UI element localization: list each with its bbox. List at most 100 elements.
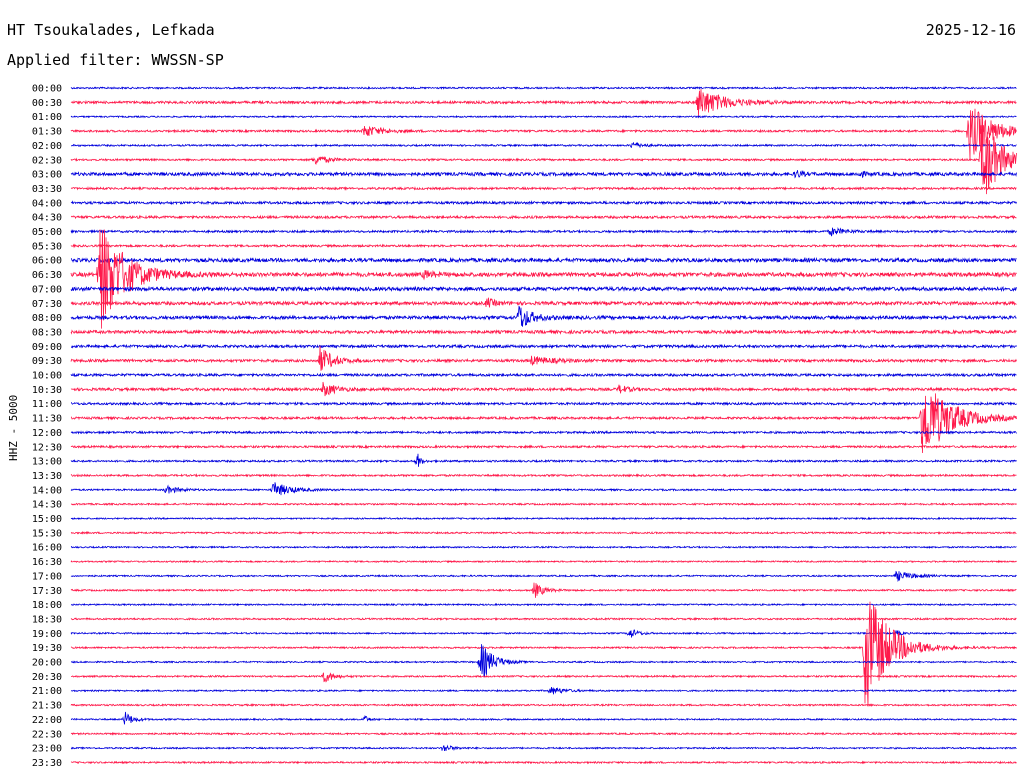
row-time-label: 15:00 [32, 514, 62, 525]
row-time-label: 18:30 [32, 614, 62, 625]
trace-row-0830 [70, 328, 1017, 335]
row-time-label: 09:00 [32, 342, 62, 353]
trace-row-2130 [70, 703, 1017, 707]
row-time-label: 16:00 [32, 543, 62, 554]
date-label: 2025-12-16 [925, 21, 1016, 39]
row-time-label: 02:00 [32, 141, 62, 152]
trace-row-2300 [70, 744, 1017, 751]
trace-row-2100 [70, 686, 1017, 695]
trace-row-0530 [70, 243, 1017, 249]
trace-row-1730 [70, 582, 1017, 598]
trace-row-1530 [70, 530, 1017, 535]
row-time-label: 08:00 [32, 313, 62, 324]
trace-row-0330 [70, 185, 1017, 191]
row-time-label: 10:30 [32, 385, 62, 396]
row-time-label: 12:30 [32, 442, 62, 453]
trace-row-2200 [70, 711, 1017, 725]
row-time-label: 04:00 [32, 198, 62, 209]
trace-row-1300 [70, 453, 1017, 467]
trace-row-1030 [70, 381, 1017, 397]
trace-row-0730 [70, 297, 1017, 308]
trace-row-0430 [70, 214, 1017, 220]
trace-row-0630 [70, 229, 1017, 329]
row-time-label: 02:30 [32, 155, 62, 166]
trace-row-0600 [70, 256, 1017, 264]
trace-row-1430 [70, 502, 1017, 507]
row-time-label: 09:30 [32, 356, 62, 367]
trace-row-1900 [70, 629, 1017, 638]
row-time-label: 16:30 [32, 557, 62, 568]
trace-row-1800 [70, 602, 1017, 607]
trace-row-0800 [70, 305, 1017, 327]
trace-row-0230 [70, 114, 1017, 195]
trace-row-0500 [70, 226, 1017, 237]
row-time-label: 05:30 [32, 241, 62, 252]
trace-row-0200 [71, 142, 1017, 149]
row-time-label: 13:30 [32, 471, 62, 482]
seismic-traces [70, 85, 1017, 765]
row-time-label: 14:30 [32, 500, 62, 511]
row-time-label: 01:30 [32, 127, 62, 138]
row-time-label: 17:30 [32, 586, 62, 597]
trace-row-0100 [70, 114, 1017, 119]
trace-row-0700 [70, 285, 1017, 293]
row-time-label: 11:30 [32, 414, 62, 425]
row-time-label: 07:30 [32, 299, 62, 310]
trace-row-1330 [70, 473, 1017, 478]
trace-row-0300 [70, 170, 1017, 179]
row-time-label: 15:30 [32, 528, 62, 539]
row-time-label: 12:00 [32, 428, 62, 439]
trace-row-2000 [70, 644, 1017, 678]
row-time-label: 00:00 [32, 84, 62, 95]
trace-row-0030 [70, 89, 1017, 116]
trace-row-1100 [71, 401, 1017, 407]
trace-row-1400 [70, 482, 1017, 496]
trace-row-2330 [70, 760, 1017, 765]
trace-row-1000 [70, 372, 1017, 378]
trace-row-1130 [70, 393, 1017, 454]
row-time-label: 17:00 [32, 571, 62, 582]
row-time-label: 00:30 [32, 98, 62, 109]
trace-row-0000 [70, 85, 1017, 90]
trace-row-0930 [70, 345, 1017, 371]
trace-row-0900 [71, 343, 1017, 350]
row-time-label: 05:00 [32, 227, 62, 238]
trace-row-1600 [70, 545, 1017, 549]
row-time-labels: 00:00 00:30 01:00 01:30 02:00 02:30 03:00 03:30… [32, 84, 62, 769]
row-time-label: 03:30 [32, 184, 62, 195]
row-time-label: 20:00 [32, 658, 62, 669]
station-title: HT Tsoukalades, Lefkada [7, 21, 215, 39]
trace-row-1500 [70, 516, 1017, 521]
trace-row-1230 [70, 444, 1017, 450]
row-time-label: 06:30 [32, 270, 62, 281]
row-time-label: 10:00 [32, 371, 62, 382]
row-time-label: 06:00 [32, 256, 62, 267]
filter-label: Applied filter: WWSSN-SP [7, 51, 224, 69]
row-time-label: 23:30 [32, 758, 62, 769]
row-time-label: 20:30 [32, 672, 62, 683]
row-time-label: 18:00 [32, 600, 62, 611]
row-time-label: 19:00 [32, 629, 62, 640]
trace-row-2230 [70, 731, 1017, 736]
row-time-label: 04:30 [32, 213, 62, 224]
row-time-label: 13:00 [32, 457, 62, 468]
row-time-label: 21:00 [32, 686, 62, 697]
row-time-label: 11:00 [32, 399, 62, 410]
row-time-label: 23:00 [32, 744, 62, 755]
trace-row-0130 [70, 108, 1017, 160]
row-time-label: 19:30 [32, 643, 62, 654]
row-time-label: 14:00 [32, 485, 62, 496]
trace-row-2030 [71, 672, 1017, 683]
row-time-label: 07:00 [32, 284, 62, 295]
row-time-label: 08:30 [32, 327, 62, 338]
row-time-label: 22:30 [32, 729, 62, 740]
trace-row-1200 [70, 430, 1017, 435]
row-time-label: 01:00 [32, 112, 62, 123]
trace-row-1630 [70, 559, 1017, 564]
row-time-label: 22:00 [32, 715, 62, 726]
row-time-label: 21:30 [32, 701, 62, 712]
trace-row-1700 [70, 570, 1017, 583]
trace-row-1930 [70, 601, 1017, 707]
trace-row-1830 [70, 616, 1017, 621]
